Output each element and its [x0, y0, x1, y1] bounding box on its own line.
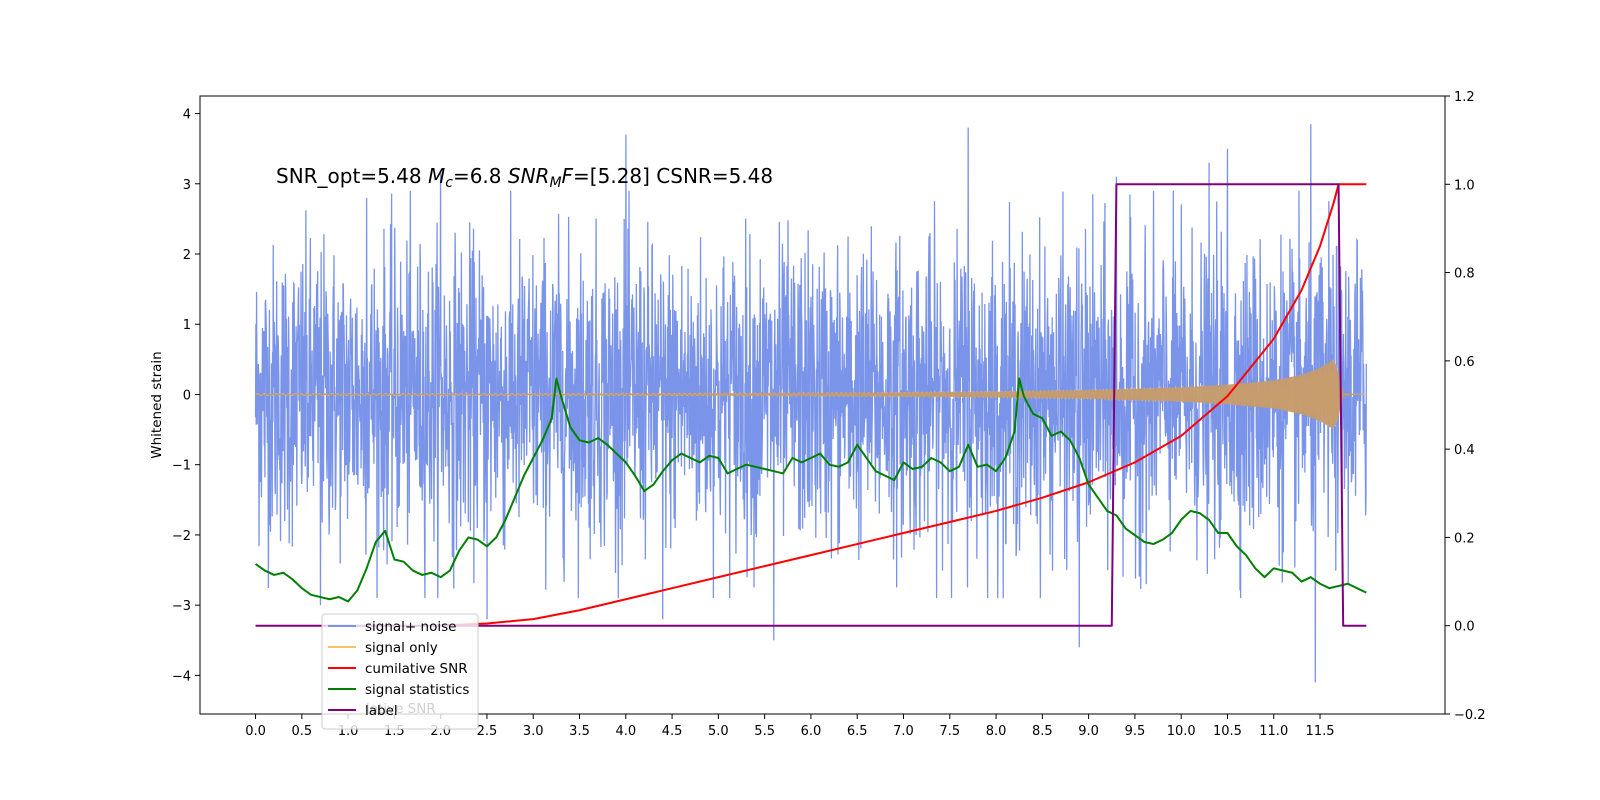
series-signal-statistics [254, 377, 1367, 603]
y-tick-label: −4 [172, 669, 191, 684]
legend-label: signal+ noise [365, 619, 456, 635]
x-tick-label: 11.0 [1259, 724, 1288, 739]
legend-label: cumilative SNR [365, 661, 468, 677]
x-tick-label: 7.5 [939, 724, 960, 739]
y2-tick-label: 1.0 [1454, 178, 1475, 193]
y2-tick-label: 1.2 [1454, 90, 1475, 105]
series-cumilative-snr [431, 183, 1367, 627]
series-layer [254, 124, 1367, 683]
y-tick-label: 0 [183, 388, 191, 403]
y-tick-label: 4 [183, 108, 191, 123]
legend-ghost-text: lative SNR [366, 701, 436, 717]
x-tick-label: 8.0 [986, 724, 1007, 739]
x-tick-label: 10.0 [1167, 724, 1196, 739]
legend: lative SNR signal+ noise signal only cumila… [321, 613, 479, 730]
y-tick-label: −3 [172, 599, 191, 614]
x-tick-label: 11.5 [1306, 724, 1335, 739]
plot-frame [199, 95, 1446, 715]
x-tick-label: 7.0 [893, 724, 914, 739]
y-axis-left: −4 −3 −2 −1 0 1 2 3 4 [172, 108, 200, 684]
x-tick-label: 9.0 [1078, 724, 1099, 739]
y-axis-label: Whitened strain [149, 351, 165, 458]
series-signal-only-band [255, 359, 1367, 430]
x-tick-label: 0.5 [291, 724, 312, 739]
legend-entry: label [328, 703, 398, 719]
x-tick-label: 10.5 [1213, 724, 1242, 739]
y-tick-label: 2 [183, 248, 191, 263]
y2-tick-label: 0.4 [1454, 443, 1475, 458]
legend-entry: cumilative SNR [328, 661, 468, 677]
y-tick-label: −2 [172, 529, 191, 544]
x-tick-label: 9.5 [1125, 724, 1146, 739]
x-tick-label: 6.5 [847, 724, 868, 739]
y2-tick-label: 0.2 [1454, 531, 1475, 546]
x-tick-label: 3.5 [569, 724, 590, 739]
legend-label: label [365, 703, 398, 719]
x-tick-label: 4.5 [662, 724, 683, 739]
series-label [255, 183, 1367, 627]
legend-label: signal only [365, 640, 438, 656]
legend-label: signal statistics [365, 682, 469, 698]
y2-tick-label: 0.6 [1454, 355, 1475, 370]
x-tick-label: 6.0 [801, 724, 822, 739]
x-tick-label: 3.0 [523, 724, 544, 739]
x-tick-label: 5.0 [708, 724, 729, 739]
x-tick-label: 8.5 [1032, 724, 1053, 739]
y2-tick-label: −0.2 [1454, 708, 1486, 723]
y2-tick-label: 0.8 [1454, 267, 1475, 282]
legend-box [321, 613, 479, 730]
x-tick-label: 0.0 [245, 724, 266, 739]
legend-entry: signal statistics [328, 682, 469, 698]
y-tick-label: 3 [183, 178, 191, 193]
x-tick-label: 4.0 [615, 724, 636, 739]
x-tick-label: 2.5 [477, 724, 498, 739]
annotation-text: SNR_opt=5.48 Mc=6.8 SNRMF=[5.28] CSNR=5.… [276, 164, 773, 191]
x-tick-label: 5.5 [754, 724, 775, 739]
y-tick-label: −1 [172, 459, 191, 474]
legend-entry: signal only [328, 640, 438, 656]
legend-entry: signal+ noise [328, 619, 456, 635]
y-axis-right: −0.2 0.0 0.2 0.4 0.6 0.8 1.0 1.2 [1445, 90, 1486, 723]
series-signal-noise [254, 124, 1367, 683]
y-tick-label: 1 [183, 318, 191, 333]
y2-tick-label: 0.0 [1454, 620, 1475, 635]
